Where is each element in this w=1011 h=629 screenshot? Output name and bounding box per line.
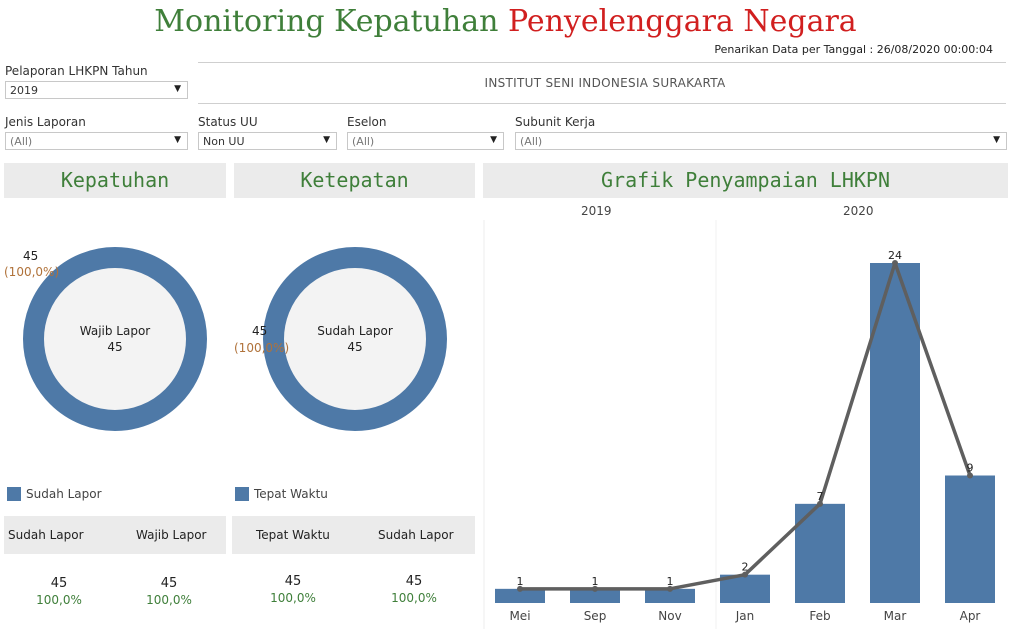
chevron-down-icon: ▼ [174, 84, 181, 94]
filter-jenis-value: (All) [10, 135, 33, 148]
filter-status-label: Status UU [198, 115, 258, 129]
chart-data-label-sep: 1 [592, 575, 599, 588]
chart-data-label-apr: 9 [967, 462, 974, 475]
filter-status-value: Non UU [203, 135, 245, 148]
kepatuhan-legend: Sudah Lapor [7, 487, 102, 503]
ketepatan-center: Sudah Lapor 45 [295, 323, 415, 355]
chart-data-label-mar: 24 [888, 249, 902, 262]
legend-swatch [7, 487, 21, 501]
chart-tick-jan: Jan [735, 609, 755, 623]
chevron-down-icon: ▼ [993, 135, 1000, 145]
chart-bar-mei[interactable] [495, 588, 545, 603]
divider-bottom [198, 103, 1006, 104]
ketepatan-table-header: Tepat Waktu Sudah Lapor [232, 516, 475, 554]
filter-tahun-value: 2019 [10, 84, 38, 97]
year-label-2019: 2019 [581, 204, 612, 218]
chart-bar-nov[interactable] [645, 588, 695, 603]
divider-top [198, 62, 1006, 63]
filter-tahun-label: Pelaporan LHKPN Tahun [5, 64, 148, 78]
filter-eselon-value: (All) [352, 135, 375, 148]
chart-point-mei [517, 585, 523, 592]
chevron-down-icon: ▼ [323, 135, 330, 145]
chart-tick-mar: Mar [884, 609, 907, 623]
ketepatan-col1-header: Tepat Waktu [256, 528, 330, 542]
chart-data-label-feb: 7 [817, 490, 824, 503]
legend-swatch [235, 487, 249, 501]
chart-data-label-mei: 1 [517, 575, 524, 588]
chevron-down-icon: ▼ [490, 135, 497, 145]
chart-point-feb [817, 500, 823, 507]
ketepatan-header: Ketepatan [234, 163, 475, 198]
chart-tick-mei: Mei [509, 609, 530, 623]
chart-data-label-jan: 2 [742, 561, 749, 574]
chevron-down-icon: ▼ [174, 135, 181, 145]
ketepatan-col2-header: Sudah Lapor [378, 528, 454, 542]
kepatuhan-slice-pct: (100,0%) [4, 265, 60, 279]
ketepatan-legend: Tepat Waktu [235, 487, 328, 503]
kepatuhan-sudah-pct: 100,0% [36, 593, 82, 607]
chart-tick-nov: Nov [658, 609, 681, 623]
ketepatan-tepat-value: 45 [284, 574, 302, 589]
institute-name: INSTITUT SENI INDONESIA SURAKARTA [484, 76, 726, 90]
chart-tick-feb: Feb [809, 609, 830, 623]
ketepatan-slice-pct: (100,0%) [234, 341, 290, 355]
kepatuhan-center: Wajib Lapor 45 [55, 323, 175, 355]
chart-header: Grafik Penyampaian LHKPN [483, 163, 1008, 198]
kepatuhan-center-label: Wajib Lapor [79, 324, 151, 338]
chart-bar-apr[interactable] [945, 475, 995, 604]
chart-bar-sep[interactable] [570, 588, 620, 603]
ketepatan-center-label: Sudah Lapor [317, 324, 393, 338]
data-timestamp: Penarikan Data per Tanggal : 26/08/2020 … [714, 43, 993, 56]
kepatuhan-table-header: Sudah Lapor Wajib Lapor [4, 516, 226, 554]
lhkpn-bar-chart[interactable]: 1 1 1 2 7 24 9 Mei Sep Nov Jan Feb Mar Apr [483, 220, 1011, 629]
ketepatan-center-value: 45 [347, 340, 363, 354]
kepatuhan-header: Kepatuhan [4, 163, 226, 198]
chart-tick-apr: Apr [960, 609, 981, 623]
kepatuhan-col1-header: Sudah Lapor [8, 528, 84, 542]
chart-point-sep [592, 585, 598, 592]
filter-tahun-dropdown[interactable]: 2019 ▼ [5, 81, 188, 99]
ketepatan-sudah-pct: 100,0% [391, 591, 437, 605]
chart-point-mar [892, 260, 898, 266]
filter-jenis-dropdown[interactable]: (All) ▼ [5, 132, 188, 150]
year-label-2020: 2020 [843, 204, 874, 218]
kepatuhan-slice-value: 45 [23, 249, 39, 263]
chart-tick-sep: Sep [584, 609, 607, 623]
title-part-1: Monitoring Kepatuhan [154, 4, 499, 39]
kepatuhan-sudah-value: 45 [50, 576, 68, 591]
ketepatan-slice-value: 45 [252, 324, 268, 338]
filter-status-dropdown[interactable]: Non UU ▼ [198, 132, 337, 150]
chart-point-apr [967, 472, 973, 479]
filter-jenis-label: Jenis Laporan [5, 115, 86, 129]
page-title: Monitoring Kepatuhan Penyelenggara Negar… [0, 4, 1011, 40]
chart-point-nov [667, 585, 673, 592]
chart-point-jan [742, 571, 748, 578]
filter-subunit-value: (All) [520, 135, 543, 148]
ketepatan-sudah-value: 45 [405, 574, 423, 589]
filter-eselon-label: Eselon [347, 115, 387, 129]
kepatuhan-col2-header: Wajib Lapor [136, 528, 207, 542]
ketepatan-legend-label: Tepat Waktu [254, 487, 328, 501]
kepatuhan-wajib-pct: 100,0% [146, 593, 192, 607]
kepatuhan-wajib-value: 45 [160, 576, 178, 591]
kepatuhan-center-value: 45 [107, 340, 123, 354]
filter-subunit-label: Subunit Kerja [515, 115, 596, 129]
filter-eselon-dropdown[interactable]: (All) ▼ [347, 132, 504, 150]
ketepatan-tepat-pct: 100,0% [270, 591, 316, 605]
kepatuhan-legend-label: Sudah Lapor [26, 487, 102, 501]
filter-subunit-dropdown[interactable]: (All) ▼ [515, 132, 1007, 150]
title-part-2: Penyelenggara Negara [508, 4, 857, 39]
chart-data-label-nov: 1 [667, 575, 674, 588]
